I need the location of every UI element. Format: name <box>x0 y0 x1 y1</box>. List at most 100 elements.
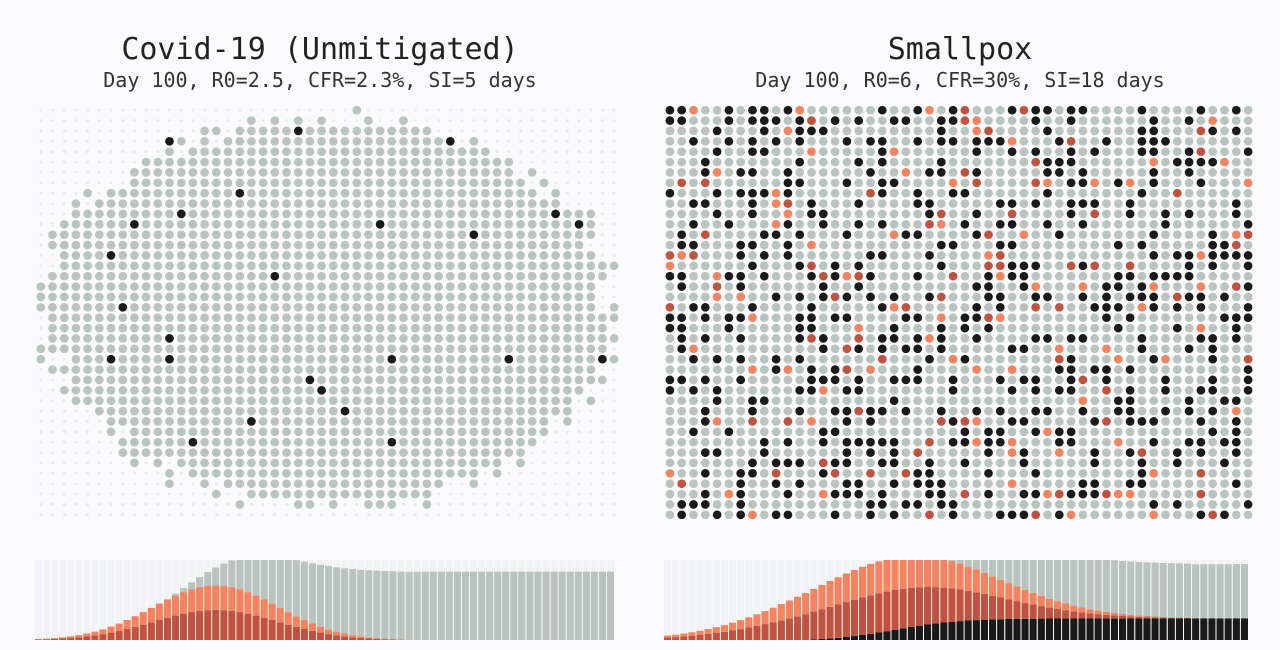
person-dot-recovered <box>83 188 92 198</box>
person-dot-recovered <box>712 365 722 374</box>
person-dot-recovered <box>165 168 174 177</box>
person-dot-recovered <box>211 489 221 499</box>
person-dot-dead <box>1161 209 1170 219</box>
day-bar-background <box>131 560 139 640</box>
day-bar-infected-dark <box>1151 617 1159 619</box>
person-dot-susceptible <box>565 108 569 112</box>
person-dot-susceptible <box>39 274 43 278</box>
person-dot-recovered <box>1184 458 1194 468</box>
person-dot-recovered <box>948 458 958 468</box>
person-dot-recovered <box>387 147 397 157</box>
person-dot-recovered <box>1137 365 1147 374</box>
day-bar-infected-dark <box>899 588 907 629</box>
person-dot-recovered <box>984 240 993 250</box>
person-dot-recovered <box>1208 323 1218 333</box>
person-dot-recovered <box>258 334 268 343</box>
person-dot-recovered <box>200 396 209 406</box>
person-dot-recovered <box>130 178 139 188</box>
person-dot-recovered <box>539 406 549 416</box>
person-dot-recovered <box>94 230 104 240</box>
person-dot-recovered <box>504 209 514 219</box>
person-dot-dead <box>842 385 852 395</box>
day-bar-infected-light <box>252 595 260 616</box>
person-dot-recovered <box>1137 427 1147 437</box>
person-dot-susceptible <box>179 119 183 123</box>
person-dot-recovered <box>282 417 291 426</box>
person-dot-susceptible <box>507 119 511 123</box>
person-dot-recovered <box>445 178 455 188</box>
day-bar-infected-dark <box>729 630 737 640</box>
person-dot-recovered <box>665 406 675 416</box>
day-bar-infected-light <box>802 593 810 615</box>
person-dot-recovered <box>960 147 970 157</box>
person-dot-recovered <box>795 417 805 426</box>
person-dot-susceptible <box>612 347 616 351</box>
person-dot-dead <box>677 375 687 385</box>
person-dot-recovered <box>1078 313 1088 323</box>
day-bar-infected-dark <box>1159 617 1167 619</box>
day-bar-infected-light <box>115 623 123 631</box>
person-dot-recovered <box>1113 334 1123 343</box>
person-dot-infected-dark <box>972 178 982 188</box>
person-dot-dead <box>736 334 746 343</box>
person-dot-susceptible <box>97 108 101 112</box>
day-bar-infected-light <box>276 607 284 623</box>
person-dot-recovered <box>223 448 233 457</box>
person-dot-susceptible <box>401 108 406 112</box>
person-dot-recovered <box>1208 313 1218 323</box>
person-dot-susceptible <box>144 119 148 123</box>
person-dot-recovered <box>247 199 256 208</box>
person-dot-recovered <box>1243 209 1253 219</box>
person-dot-recovered <box>200 437 209 447</box>
person-dot-recovered <box>328 489 338 499</box>
person-dot-recovered <box>352 344 362 354</box>
person-dot-recovered <box>551 375 560 385</box>
person-dot-dead <box>1196 302 1206 312</box>
person-dot-recovered <box>282 219 291 229</box>
person-dot-dead <box>736 282 746 291</box>
person-dot-recovered <box>1161 199 1170 208</box>
person-dot-susceptible <box>39 129 43 133</box>
day-bar-infected-light <box>696 630 704 635</box>
person-dot-recovered <box>211 385 221 395</box>
person-dot-dead <box>1231 199 1241 208</box>
person-dot-dead <box>877 334 887 343</box>
person-dot-recovered <box>1243 344 1253 354</box>
person-dot-dead <box>913 334 923 343</box>
day-bar-dead <box>1200 618 1208 640</box>
person-dot-recovered <box>551 282 560 291</box>
person-dot-dead <box>1019 344 1029 354</box>
person-dot-susceptible <box>600 253 604 257</box>
person-dot-recovered <box>188 323 198 333</box>
person-dot-recovered <box>293 375 303 385</box>
person-dot-recovered <box>118 365 128 374</box>
person-dot-recovered <box>445 313 455 323</box>
person-dot-recovered <box>457 365 467 374</box>
person-dot-recovered <box>842 147 852 157</box>
person-dot-susceptible <box>518 513 523 517</box>
person-dot-recovered <box>258 313 268 323</box>
person-dot-dead <box>724 136 734 146</box>
person-dot-dead <box>984 282 993 291</box>
person-dot-recovered <box>410 313 420 323</box>
person-dot-susceptible <box>495 119 499 123</box>
person-dot-susceptible <box>156 108 160 112</box>
person-dot-recovered <box>1066 500 1076 509</box>
person-dot-dead <box>807 323 816 333</box>
person-dot-dead <box>106 251 116 260</box>
person-dot-recovered <box>258 199 268 208</box>
person-dot-recovered <box>200 271 209 281</box>
day-bar-dead <box>932 623 940 640</box>
person-dot-recovered <box>282 375 291 385</box>
person-dot-dead <box>795 178 805 188</box>
person-dot-recovered <box>235 136 245 146</box>
person-dot-susceptible <box>62 150 66 154</box>
person-dot-infected-light <box>1054 344 1064 354</box>
day-bar-recovered <box>1094 560 1102 611</box>
person-dot-recovered <box>1149 313 1159 323</box>
person-dot-recovered <box>807 230 816 240</box>
person-dot-dead <box>795 292 805 302</box>
person-dot-recovered <box>481 251 490 260</box>
person-dot-susceptible <box>378 513 382 517</box>
person-dot-recovered <box>83 354 92 364</box>
